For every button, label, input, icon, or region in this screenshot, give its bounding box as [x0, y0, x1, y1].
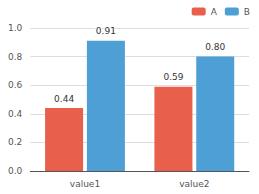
svg-text:0.80: 0.80	[205, 42, 225, 52]
svg-text:0.4: 0.4	[8, 109, 23, 119]
svg-text:value2: value2	[179, 179, 209, 189]
svg-text:0.44: 0.44	[54, 94, 74, 104]
svg-text:B: B	[244, 7, 250, 17]
svg-text:0.8: 0.8	[8, 52, 23, 62]
svg-text:0.91: 0.91	[96, 26, 116, 36]
svg-text:A: A	[211, 7, 218, 17]
svg-text:1.0: 1.0	[8, 23, 23, 33]
svg-text:0.0: 0.0	[8, 166, 23, 176]
svg-text:value1: value1	[70, 179, 100, 189]
svg-text:0.2: 0.2	[8, 137, 22, 147]
svg-text:0.59: 0.59	[163, 72, 183, 82]
svg-text:0.6: 0.6	[8, 80, 23, 90]
